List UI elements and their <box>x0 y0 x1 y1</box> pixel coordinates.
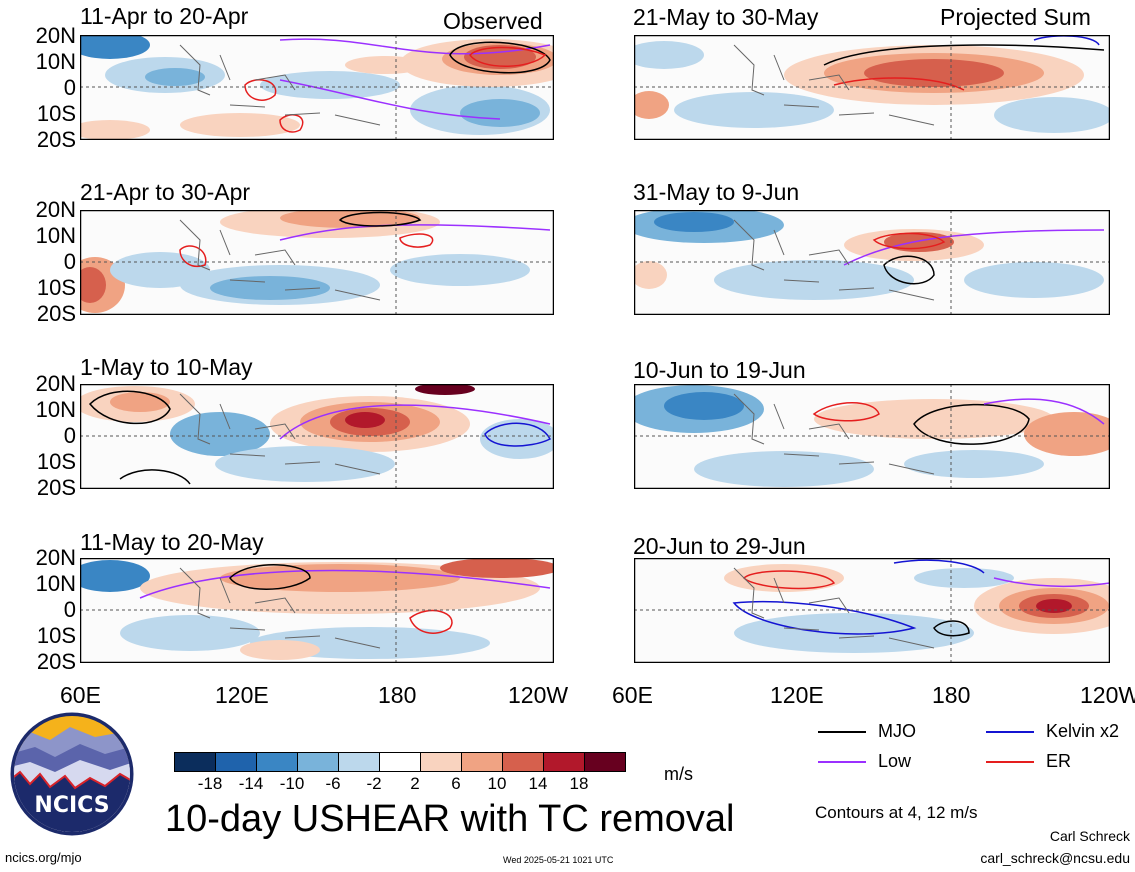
cb-tick: -10 <box>279 774 305 793</box>
lon-120w: 120W <box>1080 682 1135 708</box>
panel-title-6: 31-May to 9-Jun <box>633 179 800 205</box>
lat-20s: 20S <box>36 649 76 674</box>
map-panel-3 <box>80 384 554 489</box>
cb-tick: 14 <box>528 774 548 793</box>
colorbar-swatch <box>297 753 338 771</box>
footer-timestamp: Wed 2025-05-21 1021 UTC <box>503 855 614 865</box>
footer-email[interactable]: carl_schreck@ncsu.edu <box>980 850 1130 866</box>
footer-url[interactable]: ncics.org/mjo <box>5 850 82 865</box>
cb-tick: 2 <box>410 774 420 793</box>
panel-title-1: 11-Apr to 20-Apr <box>80 3 249 29</box>
lat-20s: 20S <box>36 301 76 326</box>
lat-10s: 10S <box>36 275 76 300</box>
panel-title-8: 20-Jun to 29-Jun <box>633 533 806 559</box>
lat-20s: 20S <box>36 127 76 152</box>
legend-swatch-er <box>986 761 1034 763</box>
panel-title-4: 11-May to 20-May <box>80 529 264 555</box>
lon-60e: 60E <box>60 682 101 708</box>
cb-tick: 18 <box>569 774 589 793</box>
legend-swatch-kelvin <box>986 731 1034 733</box>
ncics-logo: NCICS <box>10 712 134 836</box>
map-panel-2 <box>80 210 554 315</box>
lat-20n: 20N <box>35 197 76 222</box>
lat-0: 0 <box>63 75 76 100</box>
lat-10n: 10N <box>35 49 76 74</box>
colorbar <box>174 752 626 772</box>
lat-20n: 20N <box>35 371 76 396</box>
map-panel-1 <box>80 35 554 140</box>
colorbar-swatch <box>175 753 215 771</box>
cb-tick: 6 <box>451 774 461 793</box>
footer-author: Carl Schreck <box>1049 828 1130 844</box>
map-panel-4 <box>80 558 554 663</box>
cb-tick: 10 <box>487 774 507 793</box>
colorbar-swatch <box>338 753 379 771</box>
legend-label-kelvin: Kelvin x2 <box>1046 721 1120 741</box>
colorbar-swatch <box>461 753 502 771</box>
cb-tick: -18 <box>197 774 223 793</box>
legend-swatch-mjo <box>818 731 866 733</box>
lat-10n: 10N <box>35 397 76 422</box>
cb-tick: -6 <box>325 774 341 793</box>
lat-0: 0 <box>63 249 76 274</box>
lat-0: 0 <box>63 597 76 622</box>
map-panel-5 <box>634 35 1110 140</box>
panel-title-5: 21-May to 30-May <box>633 4 819 30</box>
colorbar-swatch <box>420 753 461 771</box>
panel-title-7: 10-Jun to 19-Jun <box>633 357 806 383</box>
panel-title-2: 21-Apr to 30-Apr <box>80 179 251 205</box>
lon-180: 180 <box>378 682 417 708</box>
ncics-logo-text: NCICS <box>34 793 109 818</box>
panel-title-3: 1-May to 10-May <box>80 354 253 380</box>
colorbar-swatch <box>584 753 625 771</box>
lat-10n: 10N <box>35 571 76 596</box>
legend-label-er: ER <box>1046 751 1072 771</box>
cb-tick: -2 <box>366 774 382 793</box>
lon-120w: 120W <box>508 682 569 708</box>
colorbar-units: m/s <box>664 764 693 784</box>
map-panel-8 <box>634 558 1110 663</box>
colorbar-swatch <box>543 753 584 771</box>
map-panel-6 <box>634 210 1110 315</box>
lat-10s: 10S <box>36 449 76 474</box>
lat-0: 0 <box>63 423 76 448</box>
contours-note: Contours at 4, 12 m/s <box>815 803 978 822</box>
lon-60e: 60E <box>612 682 653 708</box>
colorbar-swatch <box>215 753 256 771</box>
lat-20n: 20N <box>35 23 76 48</box>
lat-10n: 10N <box>35 223 76 248</box>
colorbar-swatch <box>502 753 543 771</box>
lon-180: 180 <box>932 682 971 708</box>
colorbar-swatch <box>379 753 420 771</box>
main-title: 10-day USHEAR with TC removal <box>165 798 735 840</box>
lat-10s: 10S <box>36 623 76 648</box>
lon-120e: 120E <box>215 682 269 708</box>
legend-label-mjo: MJO <box>878 721 916 741</box>
cb-tick: -14 <box>238 774 264 793</box>
colorbar-swatch <box>256 753 297 771</box>
observed-tag: Observed <box>443 8 543 34</box>
lat-20s: 20S <box>36 475 76 500</box>
lat-20n: 20N <box>35 545 76 570</box>
map-panel-7 <box>634 384 1110 489</box>
lat-10s: 10S <box>36 101 76 126</box>
lon-120e: 120E <box>770 682 824 708</box>
legend-label-low: Low <box>878 751 912 771</box>
legend-swatch-low <box>818 761 866 763</box>
projected-tag: Projected Sum <box>940 4 1091 30</box>
